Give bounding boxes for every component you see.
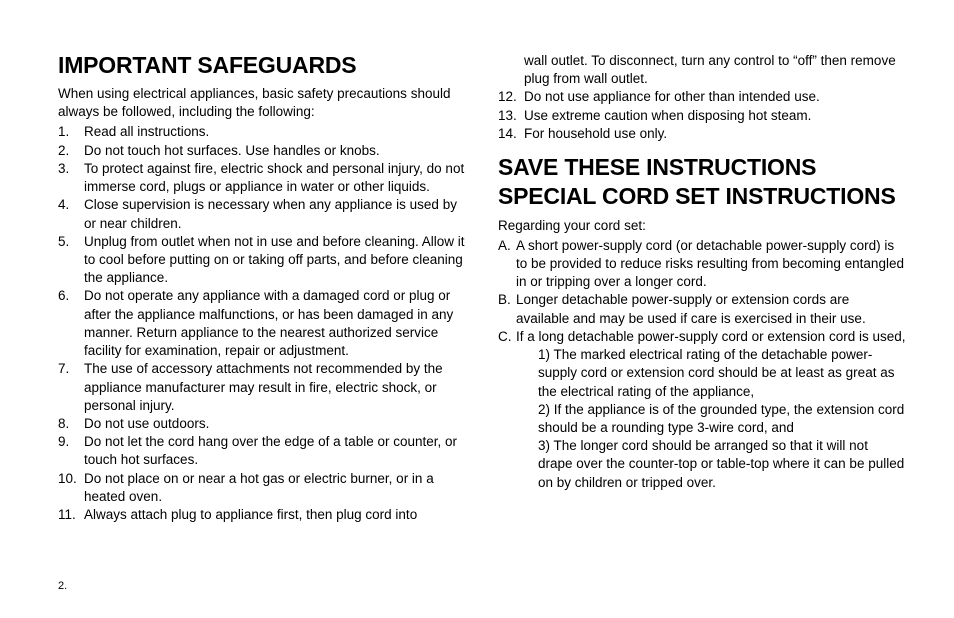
list-item: 13. Use extreme caution when disposing ho… (498, 107, 906, 125)
list-item: 7. The use of accessory attachments not r… (58, 360, 466, 415)
intro-text: When using electrical appliances, basic … (58, 85, 466, 121)
item-number: 7. (58, 360, 69, 378)
right-column: wall outlet. To disconnect, turn any con… (492, 52, 906, 588)
item-text: Close supervision is necessary when any … (84, 197, 457, 230)
item-letter: B. (498, 291, 511, 309)
item-number: 5. (58, 233, 69, 251)
safeguards-list: 1. Read all instructions. 2. Do not touch … (58, 123, 466, 524)
item-text: Do not place on or near a hot gas or ele… (84, 471, 434, 504)
item-number: 3. (58, 160, 69, 178)
item-number: 8. (58, 415, 69, 433)
list-item: 12. Do not use appliance for other than i… (498, 88, 906, 106)
list-item: 11. Always attach plug to appliance first… (58, 506, 466, 524)
item-text: Use extreme caution when disposing hot s… (524, 108, 811, 123)
item-text: Longer detachable power-supply or extens… (516, 292, 866, 325)
item-text: Do not operate any appliance with a dama… (84, 288, 453, 358)
item-text: If a long detachable power-supply cord o… (516, 329, 905, 344)
item-text: To protect against fire, electric shock … (84, 161, 464, 194)
page-number: 2. (58, 580, 67, 592)
item-letter: C. (498, 328, 512, 346)
item-number: 13. (498, 107, 517, 125)
item-number: 12. (498, 88, 517, 106)
heading-cord-instructions: SAVE THESE INSTRUCTIONS SPECIAL CORD SET… (498, 153, 906, 211)
item-11-continuation: wall outlet. To disconnect, turn any con… (498, 52, 906, 88)
list-item: B. Longer detachable power-supply or exte… (498, 291, 906, 327)
list-item: 14. For household use only. (498, 125, 906, 143)
item-text: Do not use outdoors. (84, 416, 209, 431)
item-text: Read all instructions. (84, 124, 209, 139)
item-number: 11. (58, 506, 76, 524)
item-number: 2. (58, 142, 69, 160)
list-item: 5. Unplug from outlet when not in use and… (58, 233, 466, 288)
sub-item: 3) The longer cord should be arranged so… (538, 437, 906, 492)
sub-item: 2) If the appliance is of the grounded t… (538, 401, 906, 437)
item-number: 6. (58, 287, 69, 305)
list-item: 9. Do not let the cord hang over the edge… (58, 433, 466, 469)
item-text: Do not use appliance for other than inte… (524, 89, 820, 104)
item-text: Do not touch hot surfaces. Use handles o… (84, 143, 380, 158)
item-text: The use of accessory attachments not rec… (84, 361, 443, 412)
item-text: Unplug from outlet when not in use and b… (84, 234, 465, 285)
item-number: 10. (58, 470, 77, 488)
left-column: IMPORTANT SAFEGUARDS When using electric… (58, 52, 472, 588)
safeguards-list-cont: 12. Do not use appliance for other than i… (498, 88, 906, 143)
list-item: 8. Do not use outdoors. (58, 415, 466, 433)
item-text: Always attach plug to appliance first, t… (84, 507, 417, 522)
item-number: 4. (58, 196, 69, 214)
list-item: C. If a long detachable power-supply cord… (498, 328, 906, 492)
cord-intro: Regarding your cord set: (498, 217, 906, 235)
list-item: 1. Read all instructions. (58, 123, 466, 141)
list-item: 10. Do not place on or near a hot gas or … (58, 470, 466, 506)
item-letter: A. (498, 237, 511, 255)
heading-safeguards: IMPORTANT SAFEGUARDS (58, 52, 466, 79)
sub-item: 1) The marked electrical rating of the d… (538, 346, 906, 401)
item-text: A short power-supply cord (or detachable… (516, 238, 904, 289)
list-item: 3. To protect against fire, electric shoc… (58, 160, 466, 196)
list-item: 2. Do not touch hot surfaces. Use handles… (58, 142, 466, 160)
item-text: Do not let the cord hang over the edge o… (84, 434, 457, 467)
cord-alpha-list: A. A short power-supply cord (or detachab… (498, 237, 906, 492)
list-item: 4. Close supervision is necessary when an… (58, 196, 466, 232)
list-item: A. A short power-supply cord (or detachab… (498, 237, 906, 292)
cord-sub-items: 1) The marked electrical rating of the d… (516, 346, 906, 492)
item-number: 14. (498, 125, 517, 143)
item-text: For household use only. (524, 126, 667, 141)
list-item: 6. Do not operate any appliance with a da… (58, 287, 466, 360)
item-number: 9. (58, 433, 69, 451)
item-number: 1. (58, 123, 69, 141)
manual-page: IMPORTANT SAFEGUARDS When using electric… (0, 0, 954, 618)
